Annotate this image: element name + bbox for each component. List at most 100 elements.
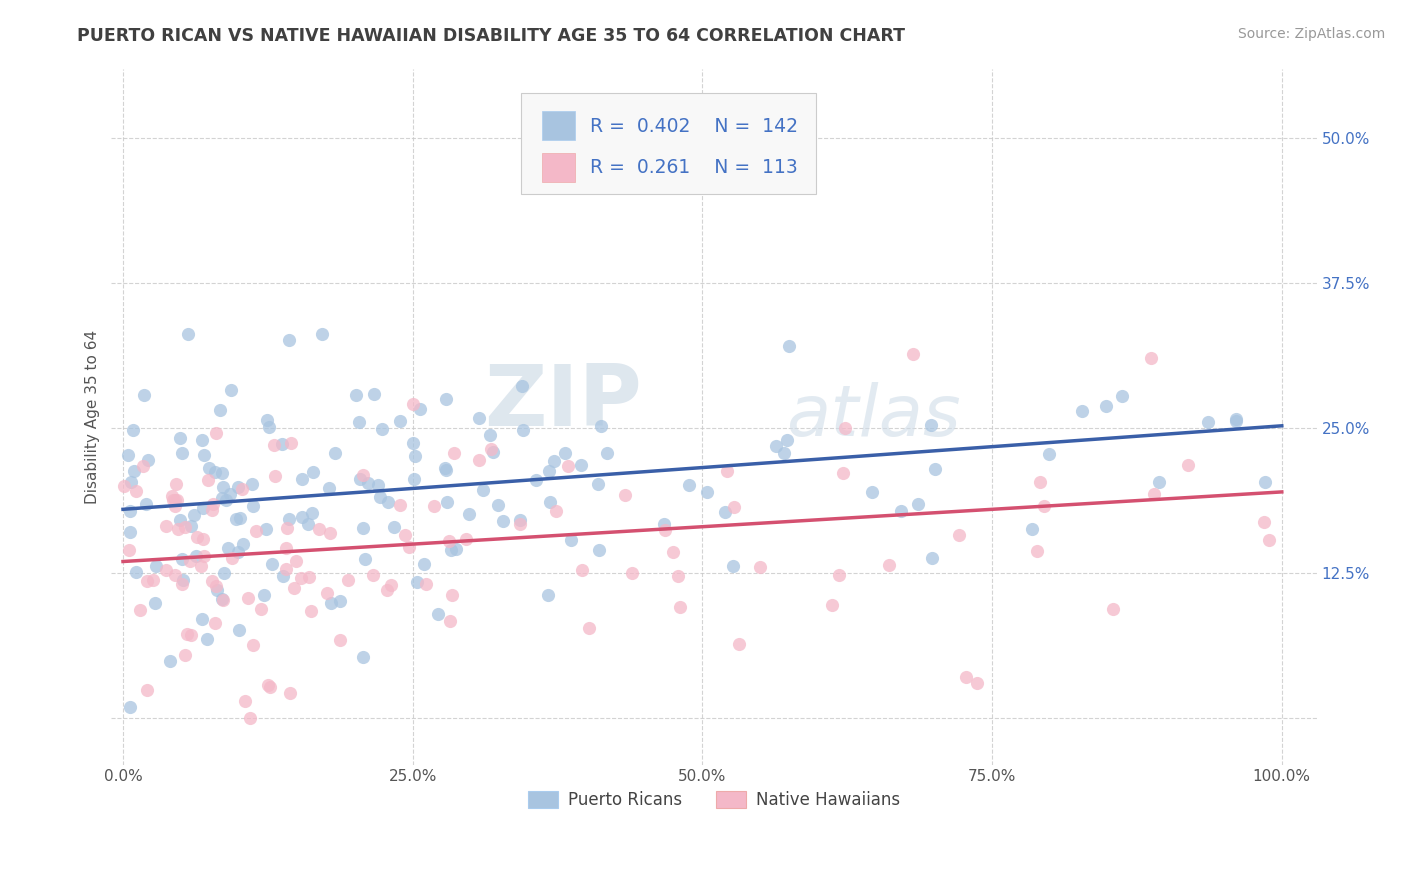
Point xyxy=(191,612,214,626)
Point xyxy=(141,573,163,587)
Point xyxy=(205,579,228,593)
Point xyxy=(509,517,531,532)
Point xyxy=(588,542,610,557)
Point xyxy=(479,442,502,457)
Point xyxy=(118,504,141,518)
Point xyxy=(270,437,292,451)
Point xyxy=(143,596,166,610)
Point xyxy=(652,517,675,532)
Point xyxy=(263,469,285,483)
Point xyxy=(1071,404,1094,418)
Point xyxy=(329,593,352,607)
Point xyxy=(402,397,425,411)
Point xyxy=(277,511,299,525)
Point xyxy=(557,458,579,473)
Point xyxy=(337,574,360,588)
Point xyxy=(311,326,333,341)
Point xyxy=(907,497,929,511)
Point xyxy=(1140,351,1163,365)
Point xyxy=(163,493,186,508)
Point xyxy=(186,531,208,545)
Point xyxy=(262,557,284,571)
Point xyxy=(176,627,198,641)
Point xyxy=(512,379,534,393)
Point xyxy=(668,600,690,615)
Point xyxy=(1143,487,1166,501)
Point xyxy=(290,571,312,585)
Point xyxy=(201,574,224,589)
Point xyxy=(235,694,257,708)
Point xyxy=(231,482,253,496)
Text: R =  0.261    N =  113: R = 0.261 N = 113 xyxy=(591,158,797,177)
Point xyxy=(748,559,770,574)
Point xyxy=(1095,399,1118,413)
Point xyxy=(948,528,970,542)
Legend: Puerto Ricans, Native Hawaiians: Puerto Ricans, Native Hawaiians xyxy=(522,784,907,815)
Point xyxy=(456,532,478,546)
Point xyxy=(271,568,294,582)
Point xyxy=(890,504,912,518)
Point xyxy=(120,524,142,539)
Point xyxy=(578,621,600,635)
Point xyxy=(211,491,233,505)
FancyBboxPatch shape xyxy=(522,93,817,194)
Point xyxy=(162,493,184,508)
Point xyxy=(772,446,794,460)
Point xyxy=(245,524,267,539)
Point xyxy=(174,520,197,534)
Point xyxy=(544,504,567,518)
Point xyxy=(368,490,391,504)
Point xyxy=(1021,523,1043,537)
Point xyxy=(440,542,463,557)
Point xyxy=(433,461,456,475)
Point xyxy=(1038,446,1060,460)
Point xyxy=(318,482,340,496)
Point xyxy=(219,487,242,501)
Point xyxy=(242,638,264,652)
Point xyxy=(259,680,281,694)
Text: PUERTO RICAN VS NATIVE HAWAIIAN DISABILITY AGE 35 TO 64 CORRELATION CHART: PUERTO RICAN VS NATIVE HAWAIIAN DISABILI… xyxy=(77,27,905,45)
Point xyxy=(297,517,319,532)
Point xyxy=(321,596,343,610)
Point xyxy=(211,592,233,607)
Point xyxy=(479,427,502,442)
Point xyxy=(1253,515,1275,529)
Point xyxy=(276,541,298,556)
Point xyxy=(208,402,231,417)
Point xyxy=(434,392,457,406)
Point xyxy=(165,477,187,491)
Point xyxy=(169,513,191,527)
Text: atlas: atlas xyxy=(786,382,960,451)
Point xyxy=(263,437,285,451)
Point xyxy=(591,418,613,433)
Point xyxy=(361,568,384,582)
Point xyxy=(316,586,339,600)
Point xyxy=(367,478,389,492)
Point xyxy=(124,463,146,477)
Point xyxy=(277,334,299,348)
Point xyxy=(569,458,592,473)
Point xyxy=(285,554,308,568)
Point xyxy=(482,445,505,459)
Point xyxy=(221,550,243,565)
Point xyxy=(254,522,277,536)
Point xyxy=(344,388,367,402)
Point xyxy=(352,521,374,535)
Point xyxy=(193,549,215,563)
Point xyxy=(242,499,264,513)
Point xyxy=(537,588,560,602)
Point xyxy=(276,521,298,535)
Point xyxy=(184,549,207,563)
Point xyxy=(211,466,233,480)
Point xyxy=(135,682,157,697)
Point xyxy=(125,565,148,579)
Point xyxy=(586,477,609,491)
Text: Source: ZipAtlas.com: Source: ZipAtlas.com xyxy=(1237,27,1385,41)
Point xyxy=(283,582,305,596)
Point xyxy=(180,518,202,533)
Point xyxy=(468,453,491,467)
Point xyxy=(921,551,943,566)
Point xyxy=(778,339,800,353)
Point xyxy=(955,670,977,684)
Point xyxy=(225,511,247,525)
